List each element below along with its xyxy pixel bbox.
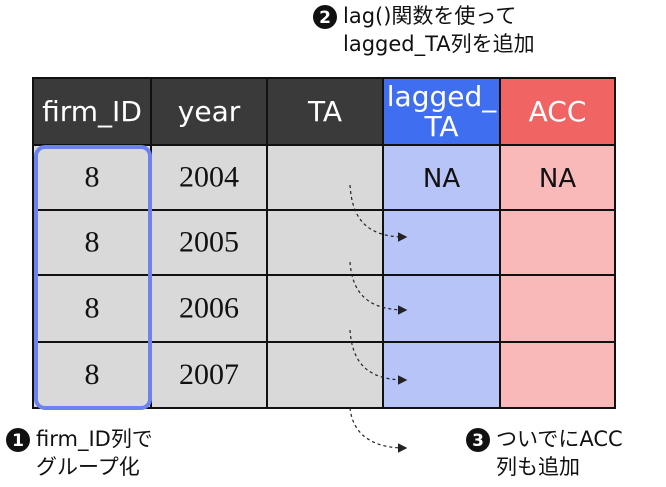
body-cell [382,209,501,276]
lag-arrow [349,407,408,453]
cell-text: 2007 [179,358,239,391]
body-cell [499,209,616,276]
body-cell [266,209,384,276]
annotation-text: lagged_TA列を追加 [343,32,535,57]
annotation-text: lag()関数を使って [343,4,516,28]
annotation-text: グループ化 [36,455,140,479]
body-cell [499,341,616,409]
cell-text: NA [423,164,460,194]
cell-text: 8 [85,160,100,193]
header-label: TA [307,95,342,128]
lag-arrow [349,329,408,385]
step-badge [313,5,337,29]
body-cell [150,341,268,409]
header-cell [32,77,152,146]
step-badge [6,428,30,452]
cell-text: 8 [85,291,100,324]
body-cell [266,341,384,409]
body-cell [266,144,384,211]
header-cell [382,77,501,146]
annotation-text: 列も追加 [496,455,580,479]
cell-text: NA [539,164,576,194]
header-cell [150,77,268,146]
cell-text: 2005 [179,225,239,258]
cell-text: 2004 [179,160,239,193]
group-highlight [34,145,152,410]
step-badge [466,428,490,452]
body-cell [499,274,616,343]
header-label: year [178,95,241,128]
header-label: TA [423,110,458,143]
header-label: lagged_ [387,80,497,113]
cell-text: 8 [85,225,100,258]
annotation-text: firm_ID列で [36,427,153,452]
lag-arrow [349,261,408,315]
step-number: 1 [12,431,24,451]
header-cell [499,77,616,146]
body-cell [32,144,152,211]
cell-text: 8 [85,358,100,391]
step-number: 2 [319,8,331,28]
header-label: firm_ID [42,95,142,128]
body-cell [266,274,384,343]
annotation-text: ついでにACC [496,427,623,451]
body-cell [382,274,501,343]
step-number: 3 [472,431,484,451]
cell-text: 2006 [179,291,239,324]
body-cell [382,341,501,409]
header-label: ACC [529,95,587,128]
